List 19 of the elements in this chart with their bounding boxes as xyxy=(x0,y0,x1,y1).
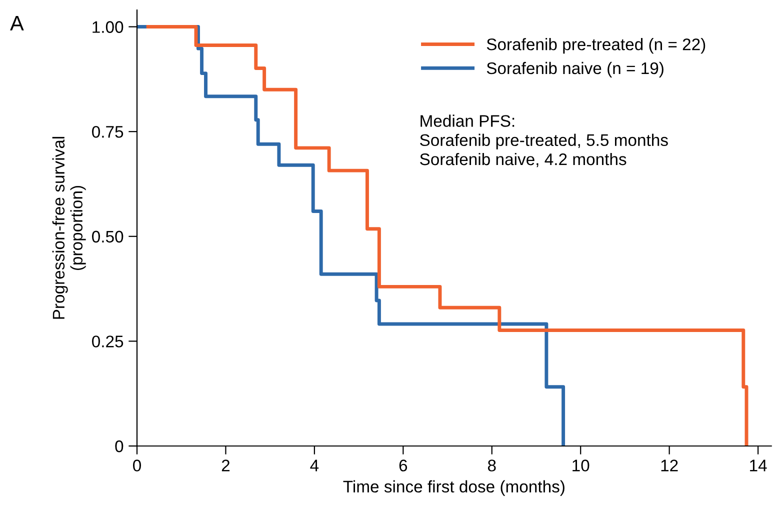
y-tick-label: 0.75 xyxy=(92,126,124,138)
legend-label: Sorafenib pre-treated (n = 22) xyxy=(486,38,706,54)
x-tick-label: 14 xyxy=(750,460,767,472)
x-tick-label: 10 xyxy=(572,460,590,472)
y-tick-label: 0.25 xyxy=(92,336,124,348)
x-axis-title: Time since first dose (months) xyxy=(343,480,564,496)
x-tick-label: 4 xyxy=(310,460,319,472)
text: A xyxy=(10,16,24,30)
annotation: Median PFS: Sorafenib pre-treated, 5.5 months Sorafenib naive, 4.2 months xyxy=(420,114,668,168)
y-axis-title: Progression-free survival (proportion) xyxy=(52,136,86,319)
legend-label: Sorafenib naive (n = 19) xyxy=(486,62,664,78)
y-tick-label: 0.50 xyxy=(92,230,124,243)
y-tick-label: 0 xyxy=(115,440,124,452)
x-tick-label: 2 xyxy=(222,460,230,472)
y-tick-label: 1.00 xyxy=(92,21,124,33)
x-tick-label: 12 xyxy=(661,460,678,472)
x-tick-label: 6 xyxy=(399,460,408,472)
x-tick-label: 0 xyxy=(133,460,141,472)
x-tick-label: 8 xyxy=(488,460,496,472)
